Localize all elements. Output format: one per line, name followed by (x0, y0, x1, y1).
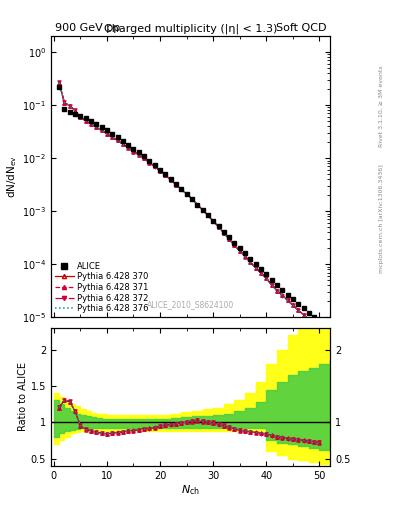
X-axis label: $N_{\rm ch}$: $N_{\rm ch}$ (181, 483, 200, 497)
Text: 900 GeV pp: 900 GeV pp (55, 23, 120, 33)
Text: Rivet 3.1.10, ≥ 3M events: Rivet 3.1.10, ≥ 3M events (379, 66, 384, 147)
Y-axis label: dN/dN$_{\rm ev}$: dN/dN$_{\rm ev}$ (6, 155, 19, 198)
Y-axis label: Ratio to ALICE: Ratio to ALICE (18, 362, 28, 431)
Legend: ALICE, Pythia 6.428 370, Pythia 6.428 371, Pythia 6.428 372, Pythia 6.428 376: ALICE, Pythia 6.428 370, Pythia 6.428 37… (55, 262, 149, 313)
Title: Charged multiplicity (|η| < 1.3): Charged multiplicity (|η| < 1.3) (104, 24, 277, 34)
Text: Soft QCD: Soft QCD (276, 23, 326, 33)
Text: mcplots.cern.ch [arXiv:1306.3436]: mcplots.cern.ch [arXiv:1306.3436] (379, 164, 384, 273)
Text: ALICE_2010_S8624100: ALICE_2010_S8624100 (147, 300, 234, 309)
